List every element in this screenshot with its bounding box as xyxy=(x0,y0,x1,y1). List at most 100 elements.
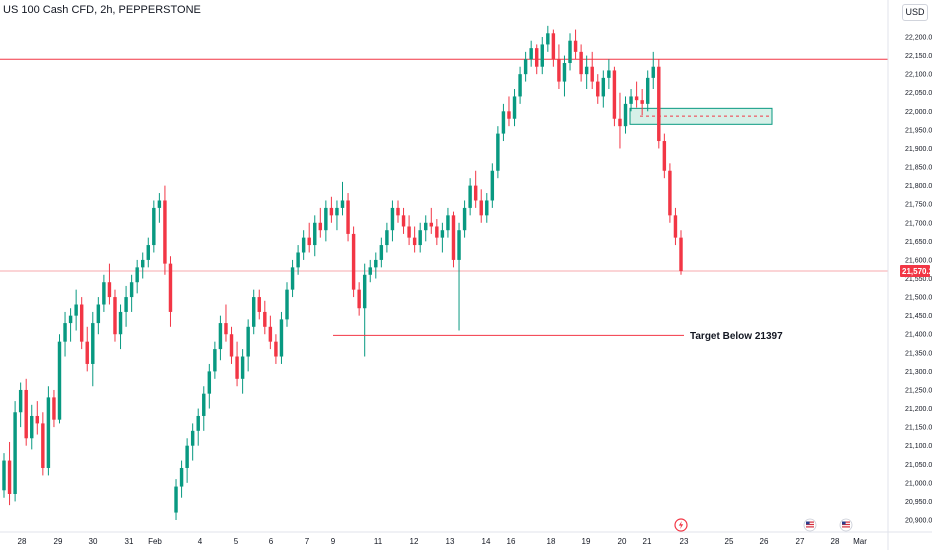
y-tick-label: 21,050.0 xyxy=(905,462,932,469)
candle-body xyxy=(57,341,62,420)
candle-body xyxy=(296,252,300,268)
candle-body xyxy=(79,304,84,342)
candle-body xyxy=(324,207,328,231)
y-tick-label: 21,950.0 xyxy=(905,127,932,134)
candle-body xyxy=(229,334,234,357)
candle xyxy=(251,289,256,335)
candle-body xyxy=(451,215,456,260)
candle xyxy=(313,215,317,257)
candle xyxy=(679,230,683,275)
candle-body xyxy=(407,226,411,238)
candle xyxy=(74,289,78,331)
candle-body xyxy=(596,81,600,97)
candle xyxy=(673,207,678,246)
candle xyxy=(368,259,372,283)
candle xyxy=(240,349,245,394)
candle-body xyxy=(213,349,217,372)
x-tick-label: 27 xyxy=(796,537,805,546)
candle-body xyxy=(562,63,567,82)
x-tick-label: 23 xyxy=(680,537,689,546)
candle xyxy=(629,89,633,112)
candle-body xyxy=(351,233,356,290)
candle-body xyxy=(74,304,78,316)
candle-body xyxy=(251,297,256,327)
candle xyxy=(607,59,611,90)
candle xyxy=(335,200,339,231)
y-tick-label: 21,600.0 xyxy=(905,257,932,264)
y-tick-label: 22,000.0 xyxy=(905,109,932,116)
candle xyxy=(141,252,145,279)
candle-body xyxy=(535,48,539,67)
y-axis[interactable]: 22,200.0 22,150.0 22,100.0 22,050.0 22,000.0… xyxy=(905,35,932,525)
candle xyxy=(568,33,572,71)
candle xyxy=(13,401,17,502)
candle xyxy=(30,404,34,450)
candle-body xyxy=(202,393,206,416)
candle xyxy=(546,25,550,52)
candle-body xyxy=(368,267,372,275)
x-axis[interactable]: 28 29 30 31 Feb 4 5 6 7 9 11 12 13 14 16 18 19 20 21 23 25 26… xyxy=(18,537,868,546)
currency-button[interactable]: USD xyxy=(902,4,928,21)
x-tick-label: 25 xyxy=(725,537,734,546)
y-tick-label: 21,450.0 xyxy=(905,313,932,320)
candle-body xyxy=(96,304,101,324)
candle xyxy=(645,70,650,112)
candle-body xyxy=(640,100,644,104)
x-tick-label: 20 xyxy=(618,537,627,546)
candle xyxy=(346,193,350,242)
x-tick-label: 5 xyxy=(234,537,239,546)
candle xyxy=(501,103,506,142)
candle xyxy=(357,282,361,316)
candle xyxy=(224,304,228,342)
candle xyxy=(196,408,200,446)
candle xyxy=(7,441,12,506)
candle xyxy=(41,412,45,476)
candle-body xyxy=(424,222,428,231)
candle xyxy=(618,92,622,149)
candle-body xyxy=(346,200,350,234)
y-tick-label: 21,800.0 xyxy=(905,183,932,190)
candle xyxy=(412,226,417,253)
candle-body xyxy=(390,207,395,231)
us-flag-icon[interactable] xyxy=(803,518,817,532)
candle xyxy=(584,55,589,90)
candle xyxy=(535,44,539,75)
candle-body xyxy=(263,311,267,327)
candle xyxy=(485,193,489,223)
candle-body xyxy=(107,282,112,298)
candle-body xyxy=(290,267,295,290)
x-tick-label: 21 xyxy=(643,537,652,546)
candle-body xyxy=(590,66,594,82)
us-flag-icon[interactable] xyxy=(839,518,853,532)
candle xyxy=(340,181,345,216)
candle-body xyxy=(379,245,384,260)
y-tick-label: 21,150.0 xyxy=(905,425,932,432)
candle xyxy=(446,207,450,238)
candle-body xyxy=(318,222,323,231)
candle xyxy=(229,326,234,364)
candle-body xyxy=(129,282,134,298)
candle-body xyxy=(301,237,306,253)
candle xyxy=(640,89,644,116)
candle xyxy=(179,460,184,498)
candle xyxy=(152,200,156,253)
candle-body xyxy=(240,356,245,379)
candle-body xyxy=(135,267,139,283)
candle xyxy=(263,300,267,335)
lightning-icon[interactable] xyxy=(674,518,688,532)
candle-body xyxy=(607,70,611,78)
x-tick-label: 4 xyxy=(198,537,203,546)
x-tick-label: 7 xyxy=(305,537,310,546)
candle-body xyxy=(63,323,67,342)
y-tick-label: 22,150.0 xyxy=(905,53,932,60)
candle xyxy=(218,315,223,361)
candle xyxy=(102,274,106,312)
candle xyxy=(562,55,567,97)
candle-body xyxy=(673,215,678,238)
candle-body xyxy=(113,297,117,335)
candle xyxy=(146,237,150,268)
candle xyxy=(91,311,95,387)
candle xyxy=(379,237,384,268)
candle-body xyxy=(257,297,261,312)
